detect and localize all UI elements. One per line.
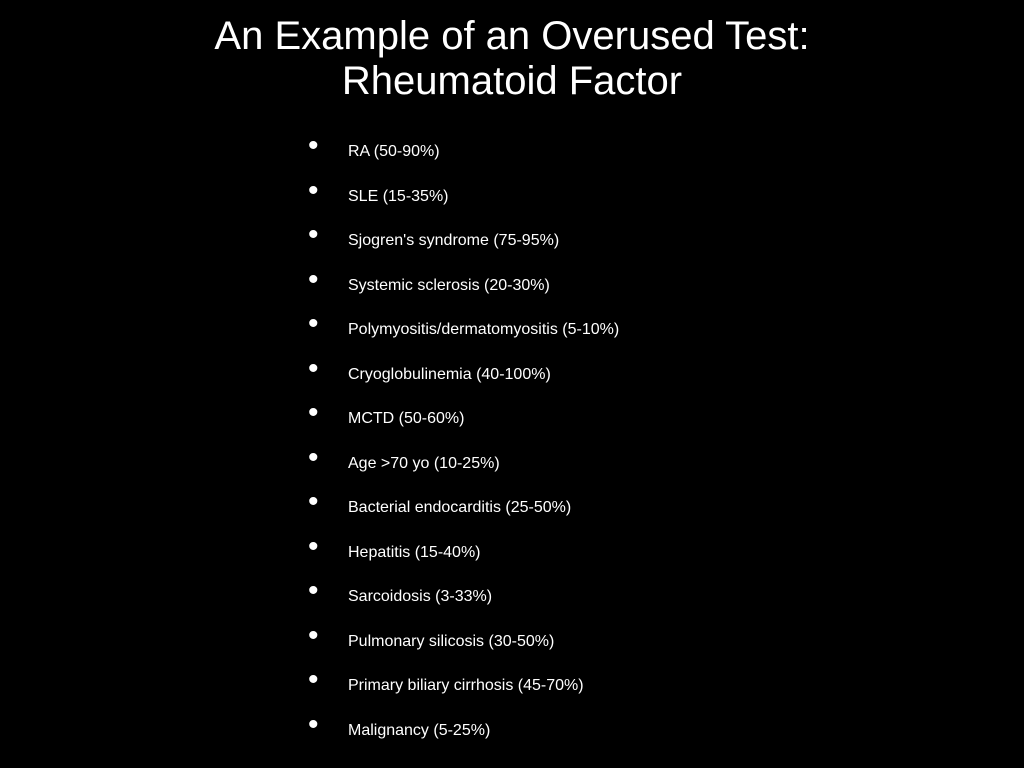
bullet-icon: • [308, 621, 348, 651]
list-item: •Hepatitis (15-40%) [308, 531, 619, 576]
title-line-2: Rheumatoid Factor [342, 59, 682, 103]
list-item-text: RA (50-90%) [348, 144, 440, 160]
list-item-text: Age >70 yo (10-25%) [348, 456, 500, 472]
title-line-1: An Example of an Overused Test: [214, 14, 809, 58]
list-item-text: Polymyositis/dermatomyositis (5-10%) [348, 322, 619, 338]
list-item-text: Systemic sclerosis (20-30%) [348, 278, 550, 294]
list-item: •Primary biliary cirrhosis (45-70%) [308, 664, 619, 709]
bullet-icon: • [308, 309, 348, 339]
bullet-icon: • [308, 220, 348, 250]
list-item: •Sarcoidosis (3-33%) [308, 575, 619, 620]
bullet-icon: • [308, 131, 348, 161]
list-item: •MCTD (50-60%) [308, 397, 619, 442]
list-item: •Polymyositis/dermatomyositis (5-10%) [308, 308, 619, 353]
list-item: •Systemic sclerosis (20-30%) [308, 264, 619, 309]
list-item: •Pulmonary silicosis (30-50%) [308, 620, 619, 665]
bullet-icon: • [308, 176, 348, 206]
bullet-icon: • [308, 265, 348, 295]
bullet-icon: • [308, 487, 348, 517]
bullet-icon: • [308, 398, 348, 428]
list-item-text: Sarcoidosis (3-33%) [348, 589, 492, 605]
slide-title: An Example of an Overused Test: Rheumato… [0, 0, 1024, 104]
list-item: •RA (50-90%) [308, 130, 619, 175]
bullet-icon: • [308, 710, 348, 740]
slide: An Example of an Overused Test: Rheumato… [0, 0, 1024, 768]
list-item-text: SLE (15-35%) [348, 189, 449, 205]
bullet-icon: • [308, 576, 348, 606]
list-item: •Cryoglobulinemia (40-100%) [308, 353, 619, 398]
list-item-text: Malignancy (5-25%) [348, 723, 490, 739]
list-item-text: MCTD (50-60%) [348, 411, 464, 427]
bullet-icon: • [308, 354, 348, 384]
list-item: •Sjogren's syndrome (75-95%) [308, 219, 619, 264]
list-item-text: Hepatitis (15-40%) [348, 545, 481, 561]
bullet-icon: • [308, 443, 348, 473]
list-item-text: Primary biliary cirrhosis (45-70%) [348, 678, 584, 694]
bullet-icon: • [308, 532, 348, 562]
bullet-list: •RA (50-90%) •SLE (15-35%) •Sjogren's sy… [308, 130, 619, 753]
bullet-icon: • [308, 665, 348, 695]
list-item-text: Pulmonary silicosis (30-50%) [348, 634, 554, 650]
list-item: •Age >70 yo (10-25%) [308, 442, 619, 487]
list-item: •SLE (15-35%) [308, 175, 619, 220]
list-item-text: Bacterial endocarditis (25-50%) [348, 500, 571, 516]
list-item-text: Sjogren's syndrome (75-95%) [348, 233, 559, 249]
list-item-text: Cryoglobulinemia (40-100%) [348, 367, 551, 383]
list-item: •Malignancy (5-25%) [308, 709, 619, 754]
list-item: •Bacterial endocarditis (25-50%) [308, 486, 619, 531]
